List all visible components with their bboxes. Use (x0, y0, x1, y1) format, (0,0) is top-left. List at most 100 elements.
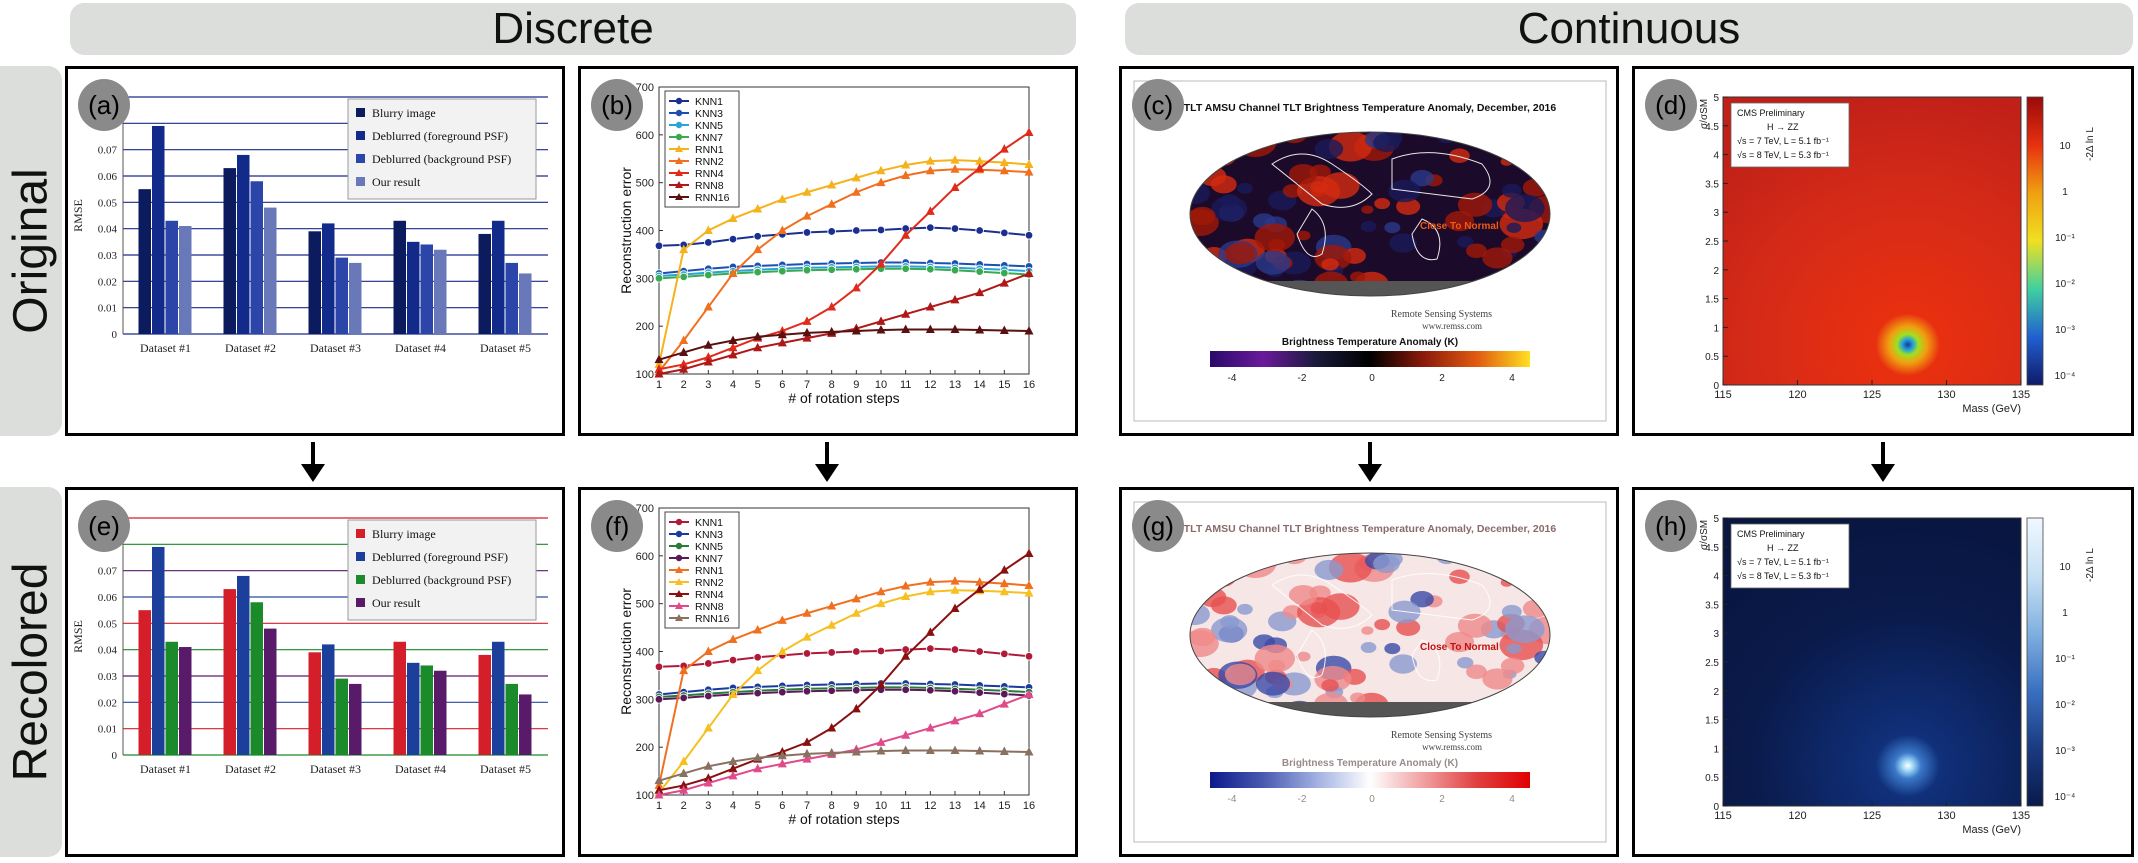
bar (434, 670, 447, 755)
map-anomaly-blob (1190, 627, 1216, 647)
data-point (728, 655, 738, 665)
colorbar-tick-label: 10⁻¹ (2055, 654, 2075, 665)
x-tick-label: 115 (1714, 389, 1732, 401)
x-tick-label: 16 (1023, 800, 1035, 812)
colorbar-tick-label: -4 (1228, 373, 1237, 384)
bar (322, 644, 335, 755)
map-anomaly-blob (1360, 221, 1377, 233)
data-point (950, 182, 960, 191)
data-point (926, 265, 935, 274)
map-anomaly-blob (1288, 584, 1318, 606)
data-point (925, 324, 935, 334)
data-point (925, 745, 935, 755)
bar (519, 273, 532, 334)
data-point (975, 163, 985, 172)
colorbar-tick-label: 1 (2062, 187, 2068, 198)
map-anomaly-blob (1482, 668, 1513, 690)
legend-label: RNN16 (695, 613, 730, 625)
map-anomaly-blob (1501, 183, 1522, 198)
map-anomaly-blob (1237, 182, 1253, 194)
colorbar-tick-label: 0 (1369, 794, 1375, 805)
data-point (753, 203, 763, 213)
map-anomaly-blob (1296, 230, 1311, 241)
data-point (703, 340, 713, 349)
bar (505, 683, 518, 755)
map-anomaly-blob (1254, 223, 1295, 252)
y-tick-label: 0 (1713, 802, 1719, 813)
data-point (975, 267, 984, 276)
data-point (827, 265, 836, 274)
map-credit-1: Remote Sensing Systems (1391, 309, 1492, 320)
data-point (975, 688, 984, 697)
map-anomaly-blob (1255, 250, 1291, 275)
x-tick-label: 10 (875, 800, 887, 812)
map-anomaly-blob (1389, 233, 1417, 253)
legend-swatch (356, 177, 365, 186)
data-point (851, 608, 861, 617)
y-tick-label: 600 (636, 551, 654, 563)
arrow-b-to-f (815, 442, 839, 482)
data-point (802, 228, 812, 237)
x-tick-label: Dataset #3 (310, 341, 361, 355)
legend-marker (675, 590, 683, 597)
x-axis-label: # of rotation steps (788, 390, 899, 406)
legend-marker (675, 145, 683, 152)
map-anomaly-blob (1361, 626, 1374, 635)
map-anomaly-blob (1360, 642, 1377, 654)
bar (179, 226, 192, 334)
data-point (876, 258, 886, 268)
x-tick-label: Dataset #2 (225, 762, 276, 776)
panel-h: 0 0.5 1 1.5 2 2.5 3 3.5 4 4.5 5 115 120 125 130 135 Mass… (1632, 487, 2134, 857)
bar (223, 589, 236, 755)
series-line (658, 272, 1030, 375)
data-point (852, 647, 861, 656)
map-anomaly-blob (1361, 205, 1374, 214)
data-point (654, 369, 664, 378)
x-tick-label: 8 (829, 379, 835, 391)
data-point (753, 244, 763, 254)
map-anomaly-blob (1211, 196, 1248, 222)
legend-label: KNN7 (695, 132, 723, 144)
map-coastline (1411, 218, 1441, 261)
data-point (975, 324, 985, 334)
map-outline (1189, 552, 1551, 718)
x-tick-label: 120 (1788, 810, 1806, 822)
series-line (658, 647, 1030, 668)
data-point (704, 659, 713, 668)
colorbar-label: -2Δ ln L (2085, 548, 2096, 582)
data-point (901, 170, 911, 179)
legend-label: RNN8 (695, 601, 724, 613)
legend-label: RNN2 (695, 156, 724, 168)
data-point (1024, 689, 1034, 699)
arrow-d-to-h (1871, 442, 1895, 482)
legend-marker (675, 193, 683, 200)
data-point (876, 225, 886, 235)
data-point (1000, 689, 1009, 699)
map-anomaly-blob (1457, 192, 1493, 217)
map-anomaly-blob (1449, 148, 1470, 163)
map-anomaly-blob (1282, 184, 1303, 198)
data-point (802, 211, 812, 220)
x-tick-label: 13 (949, 800, 961, 812)
x-tick-label: 5 (755, 379, 761, 391)
x-tick-label: Dataset #4 (395, 762, 446, 776)
data-point (999, 278, 1009, 287)
legend-swatch (356, 131, 365, 140)
heatmap-recolored: 0 0.5 1 1.5 2 2.5 3 3.5 4 4.5 5 115 120 125 130 135 Mass… (1699, 514, 2096, 836)
y-tick-label: 0.02 (98, 276, 117, 288)
data-point (827, 180, 837, 189)
badge-h: (h) (1645, 500, 1697, 552)
legend-label: Our result (372, 596, 421, 610)
map-title: TLT AMSU Channel TLT Brightness Temperat… (1184, 102, 1557, 114)
data-point (975, 287, 985, 297)
data-point (802, 748, 812, 758)
data-point (778, 266, 787, 276)
x-tick-label: 14 (974, 800, 986, 812)
map-coastline (1271, 153, 1373, 208)
panel-c: TLT AMSU Channel TLT Brightness Temperat… (1119, 66, 1619, 436)
map-anomaly-blob (1410, 169, 1434, 187)
data-point (777, 337, 787, 347)
bar (138, 189, 151, 334)
map-coastline (1391, 152, 1491, 200)
map-anomaly-blob (1374, 198, 1391, 210)
